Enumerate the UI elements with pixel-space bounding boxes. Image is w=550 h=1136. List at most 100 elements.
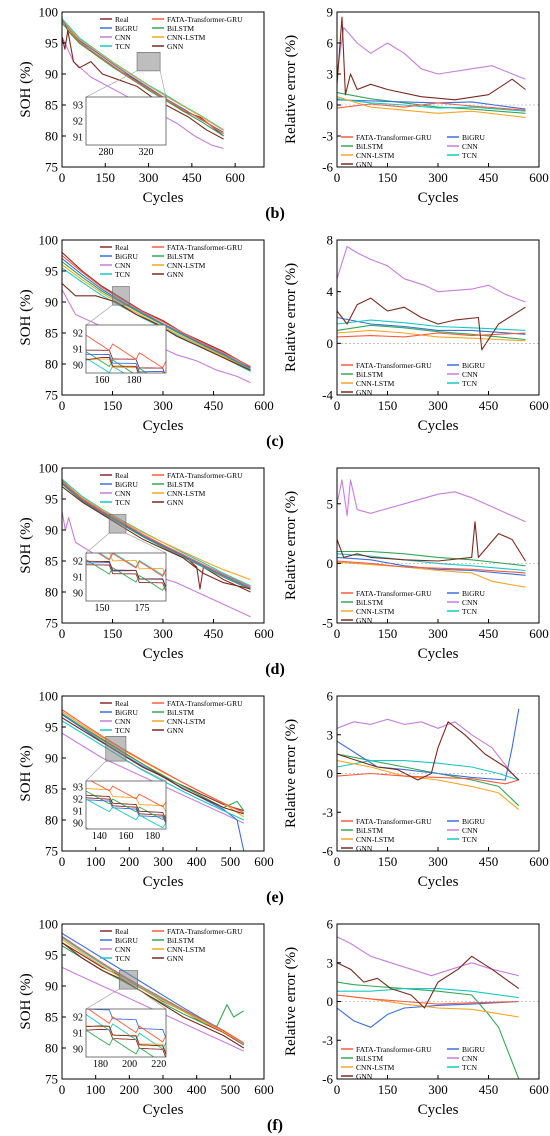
legend-label-tcn: TCN — [462, 607, 478, 616]
panel-label-f: (f) — [267, 1117, 283, 1134]
legend-label-fata-transformer-gru: FATA-Transformer-GRU — [167, 15, 243, 24]
series-line-bilstm — [337, 753, 520, 807]
y-tick-label: 75 — [45, 160, 58, 175]
x-tick-label: 600 — [529, 170, 549, 185]
panel-label-c: (c) — [266, 433, 284, 450]
y-tick-label: -6 — [322, 160, 333, 175]
y-tick-label: 80 — [45, 813, 58, 828]
legend-label-fata-transformer-gru: FATA-Transformer-GRU — [167, 471, 243, 480]
x-tick-label: 450 — [479, 398, 499, 413]
series-line-cnn-lstm — [337, 561, 526, 588]
inset-y-tick-label: 92 — [73, 557, 83, 568]
x-axis-label: Cycles — [143, 190, 184, 206]
inset-line-bigru — [86, 353, 164, 373]
series-line-tcn — [62, 720, 245, 821]
inset-line-real — [86, 564, 166, 592]
inset-x-tick-label: 180 — [127, 375, 142, 386]
x-tick-label: 300 — [153, 854, 173, 869]
inset-line-tcn — [86, 357, 125, 373]
inset-x-tick-label: 160 — [95, 375, 110, 386]
series-line-gnn — [62, 717, 244, 815]
legend-label-cnn-lstm: CNN-LSTM — [167, 945, 206, 954]
inset-line-bigru — [86, 1009, 166, 1039]
inset-y-tick-label: 92 — [73, 117, 83, 128]
legend-label-cnn: CNN — [115, 945, 131, 954]
y-axis-label: SOH (%) — [18, 289, 34, 345]
series-line-cnn-lstm — [62, 20, 224, 131]
x-tick-label: 450 — [204, 398, 224, 413]
x-tick-label: 300 — [428, 170, 448, 185]
inset-x-tick-label: 175 — [135, 603, 150, 614]
y-axis-label: Relative error (%) — [283, 719, 299, 828]
x-tick-label: 0 — [59, 1082, 66, 1097]
row-d: 0 150 300 450 600 75 80 85 90 95 100 Cycles SOH (%) R… — [0, 456, 550, 678]
y-tick-label: 100 — [39, 233, 59, 248]
zoom-connector — [85, 304, 113, 326]
inset-background — [86, 325, 166, 373]
legend-label-bigru: BiGRU — [115, 936, 139, 945]
legend-label-cnn-lstm: CNN-LSTM — [356, 151, 395, 160]
inset-line-bilstm — [86, 559, 166, 591]
legend-label-cnn: CNN — [462, 142, 478, 151]
inset-line-gnn — [86, 794, 166, 820]
x-axis-label: Cycles — [418, 646, 459, 662]
series-line-cnn — [337, 718, 520, 781]
x-tick-label: 450 — [182, 170, 202, 185]
inset-y-tick-label: 91 — [73, 807, 83, 818]
zoom-connector — [159, 70, 167, 98]
y-tick-label: 85 — [45, 326, 58, 341]
series-line-bigru — [337, 316, 526, 335]
y-axis-label: Relative error (%) — [283, 947, 299, 1056]
series-line-bilstm — [62, 261, 251, 371]
inset-x-tick-label: 140 — [92, 831, 107, 842]
legend-label-tcn: TCN — [462, 379, 478, 388]
series-line-bigru — [337, 1000, 519, 1028]
series-line-tcn — [337, 98, 526, 112]
legend: Real FATA-Transformer-GRU BiGRU BiLSTM CNN CN… — [100, 699, 243, 735]
error-chart-e: 0 150 300 450 600 -6 -3 0 3 6 Cycles Relative error… — [283, 689, 549, 891]
legend-label-bilstm: BiLSTM — [167, 480, 194, 489]
series-line-fata-transformer-gru — [62, 481, 251, 588]
soh-chart-c: 0 150 300 450 600 75 80 85 90 95 100 Cycles SOH (%) R… — [18, 233, 274, 435]
series-line-real — [62, 251, 251, 368]
inset-plot — [86, 1009, 166, 1057]
legend-label-bigru: BiGRU — [462, 361, 486, 370]
y-axis-label: SOH (%) — [18, 745, 34, 801]
inset-x-tick-label: 200 — [122, 1059, 137, 1070]
legend: FATA-Transformer-GRU BiGRU BiLSTM CNN CNN-LS… — [341, 361, 486, 397]
x-tick-label: 300 — [428, 626, 448, 641]
x-tick-label: 300 — [428, 854, 448, 869]
legend-label-bilstm: BiLSTM — [167, 936, 194, 945]
inset-y-tick-label: 91 — [73, 133, 83, 144]
y-tick-label: 6 — [327, 689, 334, 704]
soh-chart-b: 0 150 300 450 600 75 80 85 90 95 100 Cycles SOH (%) R… — [18, 5, 265, 206]
legend-label-real: Real — [115, 927, 129, 936]
series-line-cnn — [337, 479, 526, 523]
y-tick-label: 75 — [45, 1072, 58, 1087]
x-tick-label: 300 — [428, 1082, 448, 1097]
legend-label-fata-transformer-gru: FATA-Transformer-GRU — [167, 243, 243, 252]
legend: Real FATA-Transformer-GRU BiGRU BiLSTM CNN CN… — [100, 927, 243, 963]
zoom-region — [112, 286, 130, 306]
y-tick-label: 80 — [45, 129, 58, 144]
inset-plot — [86, 781, 166, 829]
x-axis-label: Cycles — [143, 646, 184, 662]
legend-label-real: Real — [115, 243, 129, 252]
legend-label-bilstm: BiLSTM — [356, 370, 383, 379]
x-tick-label: 500 — [221, 1082, 241, 1097]
x-tick-label: 450 — [479, 626, 499, 641]
inset-x-tick-label: 220 — [151, 1059, 166, 1070]
error-chart-f: 0 150 300 450 600 -6 -3 0 3 6 Cycles Relative error… — [283, 917, 549, 1119]
axes-frame — [61, 11, 265, 168]
inset-x-tick-label: 160 — [119, 831, 134, 842]
series-line-gnn — [337, 16, 526, 101]
legend-label-cnn: CNN — [462, 1054, 478, 1063]
legend: FATA-Transformer-GRU BiGRU BiLSTM CNN CNN-LS… — [341, 817, 486, 853]
series-line-cnn-lstm — [62, 480, 251, 581]
y-tick-label: 80 — [45, 1041, 58, 1056]
legend-label-cnn-lstm: CNN-LSTM — [167, 33, 206, 42]
y-tick-label: 95 — [45, 720, 58, 735]
